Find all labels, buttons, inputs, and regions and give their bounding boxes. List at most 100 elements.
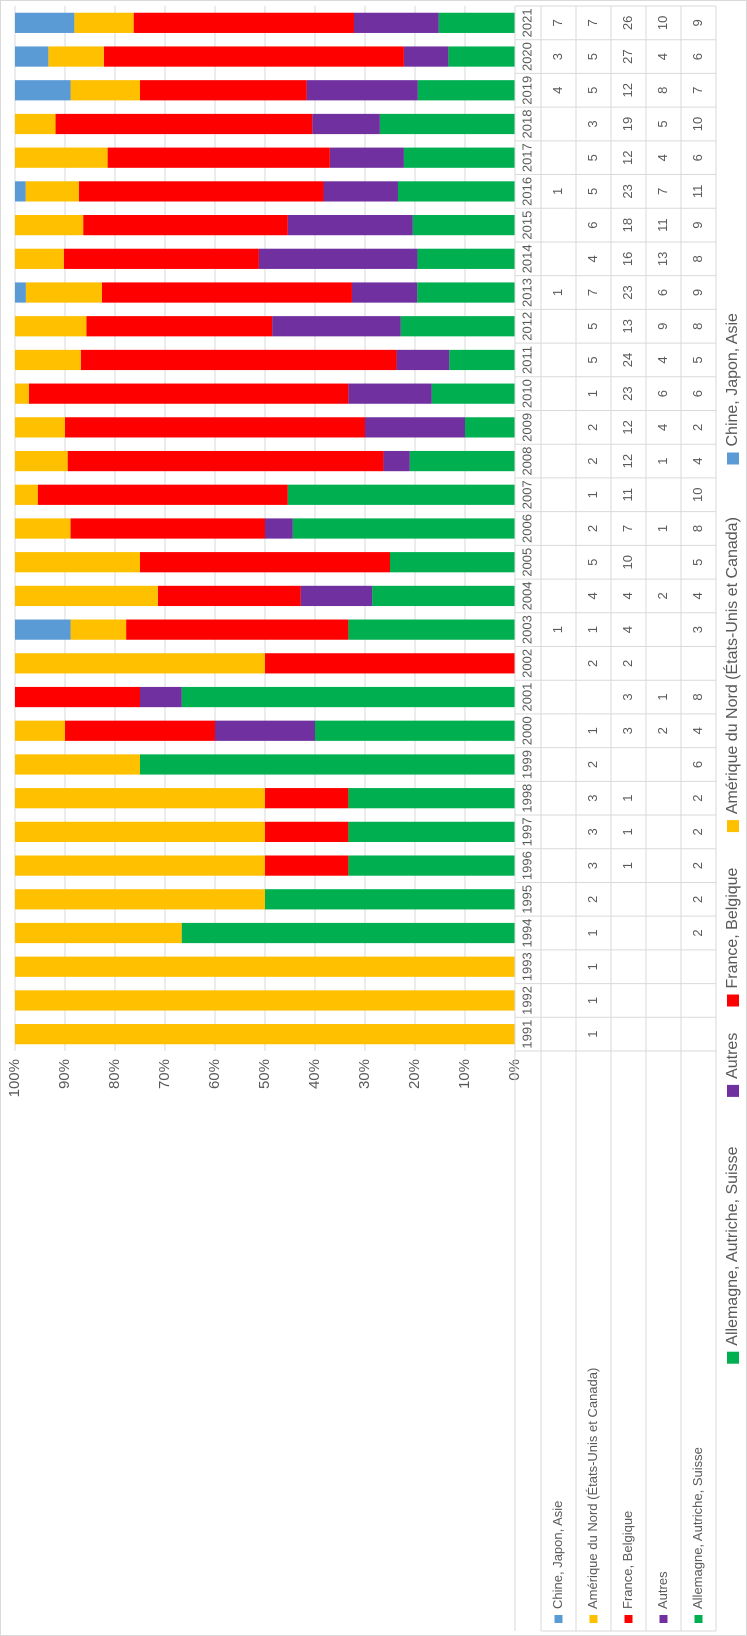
table-cell: 2 — [690, 929, 705, 936]
table-cell: 1 — [585, 390, 600, 397]
table-cell: 3 — [690, 626, 705, 633]
table-cell: 2 — [690, 896, 705, 903]
table-cell: 16 — [620, 252, 635, 266]
table-cell: 1 — [585, 929, 600, 936]
x-tick-label: 2021 — [519, 8, 534, 37]
x-tick-label: 1996 — [519, 851, 534, 880]
table-cell: 9 — [690, 19, 705, 26]
table-cell: 1 — [620, 828, 635, 835]
y-tick-label: 90% — [56, 1059, 73, 1089]
rotated-chart: 0%10%20%30%40%50%60%70%80%90%100%1991199… — [6, 5, 741, 1632]
x-tick-label: 1998 — [519, 784, 534, 813]
bar-segment — [417, 282, 516, 303]
table-cell: 1 — [585, 727, 600, 734]
table-cell: 2 — [585, 457, 600, 464]
bar-segment — [107, 147, 330, 168]
table-cell: 2 — [585, 761, 600, 768]
bar-segment — [140, 686, 182, 708]
bar-segment — [140, 80, 307, 101]
x-tick-label: 2006 — [519, 514, 534, 543]
legend-marker — [727, 1084, 739, 1097]
bar-segment — [400, 316, 516, 337]
bar-segment — [323, 181, 398, 202]
bar-segment — [258, 248, 418, 269]
bar-segment — [379, 113, 515, 135]
y-tick-label: 70% — [156, 1059, 173, 1089]
table-cell: 12 — [620, 420, 635, 434]
x-tick-label: 1995 — [519, 885, 534, 914]
x-tick-label: 2004 — [519, 581, 534, 610]
table-cell: 23 — [620, 386, 635, 400]
legend-marker — [727, 994, 739, 1007]
bar-segment — [78, 181, 324, 202]
bar-segment — [126, 619, 349, 640]
bar-segment — [65, 417, 365, 438]
bar-segment — [409, 450, 516, 472]
table-cell: 12 — [620, 454, 635, 468]
bar-segment — [48, 46, 104, 67]
bar-segment — [348, 383, 432, 404]
x-tick-label: 2015 — [519, 211, 534, 240]
bar-segment — [272, 316, 401, 337]
table-cell: 1 — [655, 525, 670, 532]
row-header: Amérique du Nord (États-Unis et Canada) — [585, 1368, 600, 1609]
bar-segment — [83, 215, 288, 236]
legend-label: Allemagne, Autriche, Suisse — [724, 1146, 741, 1345]
bar-segment — [15, 686, 140, 708]
x-tick-label: 1992 — [519, 986, 534, 1015]
table-cell: 1 — [550, 626, 565, 633]
table-cell: 23 — [620, 285, 635, 299]
x-tick-label: 1991 — [519, 1020, 534, 1049]
x-tick-label: 2014 — [519, 244, 534, 273]
bar-segment — [448, 46, 516, 67]
y-tick-label: 40% — [306, 1059, 323, 1089]
table-cell: 9 — [690, 289, 705, 296]
bar-segment — [15, 585, 158, 607]
bar-segment — [101, 282, 352, 303]
table-cell: 19 — [620, 117, 635, 131]
table-cell: 6 — [655, 390, 670, 397]
y-tick-label: 0% — [506, 1059, 523, 1081]
row-header: Allemagne, Autriche, Suisse — [690, 1447, 705, 1609]
table-cell: 1 — [620, 795, 635, 802]
bar-segment — [15, 518, 71, 539]
table-cell: 27 — [620, 49, 635, 63]
table-cell: 1 — [620, 862, 635, 869]
table-cell: 2 — [655, 727, 670, 734]
bar-segment — [403, 147, 515, 168]
bar-segment — [431, 383, 515, 404]
bar-segment — [15, 46, 49, 67]
bar-segment — [438, 12, 516, 33]
x-tick-label: 1999 — [519, 750, 534, 779]
table-cell: 2 — [690, 795, 705, 802]
table-cell: 2 — [690, 424, 705, 431]
bar-segment — [265, 788, 349, 809]
bar-segment — [103, 46, 404, 67]
bar-segment — [15, 990, 515, 1011]
table-cell: 5 — [690, 559, 705, 566]
bar-segment — [265, 889, 515, 910]
bar-segment — [329, 147, 404, 168]
bar-segment — [15, 821, 265, 842]
table-cell: 4 — [620, 626, 635, 633]
legend-label: Chine, Japon, Asie — [724, 313, 741, 447]
x-tick-label: 2009 — [519, 413, 534, 442]
bar-segment — [348, 821, 516, 842]
y-tick-label: 100% — [6, 1059, 23, 1097]
bar-segment — [15, 788, 265, 809]
table-cell: 5 — [585, 356, 600, 363]
table-cell: 1 — [585, 1031, 600, 1038]
bar-segment — [351, 282, 418, 303]
bar-segment — [80, 349, 397, 371]
legend-label: Amérique du Nord (États-Unis et Canada) — [722, 517, 741, 814]
bar-segment — [15, 653, 265, 674]
table-cell: 13 — [620, 319, 635, 333]
bar-segment — [181, 922, 516, 944]
table-cell: 10 — [690, 488, 705, 502]
table-cell: 6 — [690, 154, 705, 161]
bar-segment — [390, 552, 515, 573]
table-cell: 2 — [690, 862, 705, 869]
x-tick-label: 2007 — [519, 480, 534, 509]
